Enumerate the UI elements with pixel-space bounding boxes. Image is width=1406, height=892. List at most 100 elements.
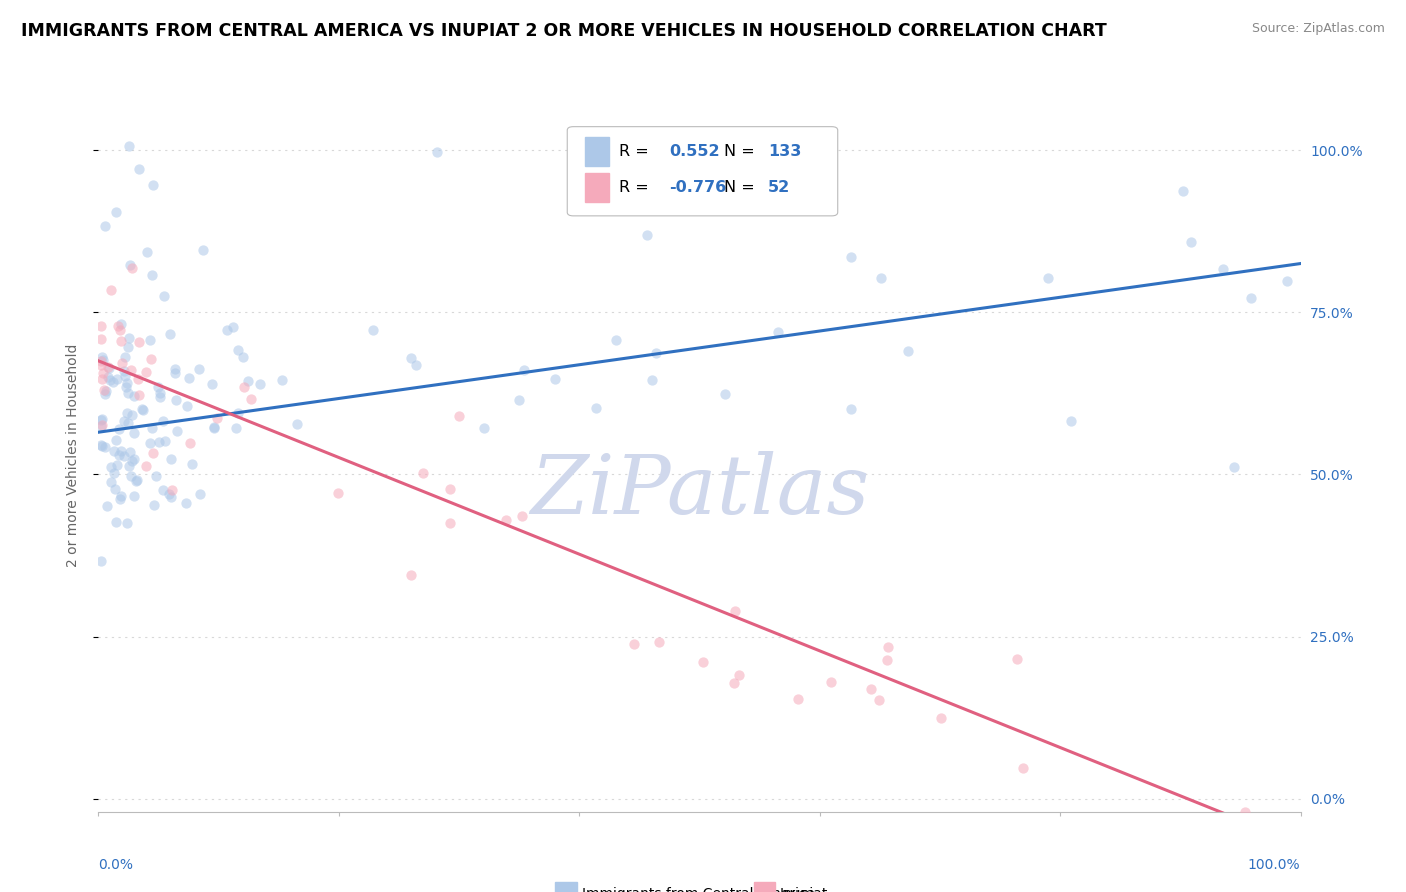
Point [121, 409, 143, 423]
Point [117, 376, 139, 390]
Point [90, 354, 112, 368]
Bar [754, 882, 775, 892]
Point [205, 411, 228, 425]
Point [135, 365, 157, 379]
Point [174, 496, 197, 510]
Point [412, 467, 434, 481]
Point [897, 343, 920, 358]
Point [1180, 235, 1202, 250]
Point [120, 363, 142, 377]
Point [605, 333, 627, 347]
Point [495, 513, 517, 527]
Point [1223, 460, 1246, 475]
Point [135, 244, 157, 259]
Point [90, 419, 112, 434]
Point [131, 402, 153, 417]
Point [728, 667, 751, 681]
Point [118, 458, 141, 473]
Point [326, 486, 349, 500]
Point [713, 387, 735, 401]
Point [135, 459, 157, 474]
Bar [585, 137, 609, 166]
Point [160, 451, 183, 466]
Point [105, 371, 128, 385]
Point [166, 424, 188, 438]
Point [820, 674, 842, 689]
Point [236, 374, 259, 388]
Point [139, 333, 162, 347]
Point [159, 326, 181, 341]
Point [100, 460, 122, 475]
Point [117, 385, 139, 400]
Point [118, 445, 141, 459]
Point [105, 458, 128, 472]
Point [98, 361, 121, 376]
Point [125, 473, 148, 487]
Point [93, 366, 115, 380]
Point [90, 372, 112, 386]
Point [723, 676, 745, 690]
Point [128, 334, 150, 349]
Point [94, 219, 117, 234]
Point [201, 377, 224, 392]
Point [139, 352, 162, 367]
Text: Immigrants from Central America: Immigrants from Central America [582, 887, 815, 892]
Point [249, 376, 271, 391]
Text: R =: R = [619, 180, 654, 194]
Point [153, 434, 176, 448]
Point [124, 474, 146, 488]
Point [225, 420, 247, 434]
Point [111, 356, 134, 370]
Point [786, 692, 808, 706]
Point [90, 358, 112, 372]
Point [107, 318, 129, 333]
Point [859, 682, 882, 697]
Point [131, 401, 153, 416]
Text: 0.0%: 0.0% [98, 858, 134, 872]
Point [160, 491, 183, 505]
Text: IMMIGRANTS FROM CENTRAL AMERICA VS INUPIAT 2 OR MORE VEHICLES IN HOUSEHOLD CORRE: IMMIGRANTS FROM CENTRAL AMERICA VS INUPI… [21, 22, 1107, 40]
Point [112, 364, 135, 378]
Point [1011, 761, 1033, 775]
Point [1059, 414, 1081, 428]
Point [179, 370, 201, 384]
Point [447, 409, 470, 424]
Point [128, 162, 150, 177]
Point [163, 362, 186, 376]
Point [148, 434, 170, 449]
Point [180, 457, 202, 471]
Point [103, 376, 125, 390]
Point [285, 417, 308, 431]
Point [1171, 184, 1194, 198]
Point [120, 469, 142, 483]
Point [120, 258, 142, 272]
Bar [555, 882, 576, 892]
Point [179, 436, 201, 450]
Point [1275, 275, 1298, 289]
Point [405, 358, 427, 372]
Point [157, 487, 180, 501]
Point [90, 332, 112, 346]
Point [271, 373, 294, 387]
Point [94, 440, 117, 454]
Point [97, 370, 120, 384]
Point [114, 351, 136, 365]
Point [91, 353, 114, 368]
Point [100, 283, 122, 297]
Point [90, 554, 112, 568]
Point [152, 483, 174, 497]
Text: -0.776: -0.776 [669, 180, 727, 194]
Point [103, 466, 125, 480]
Point [110, 491, 132, 506]
Point [112, 449, 135, 463]
Point [839, 402, 862, 417]
Point [645, 346, 668, 360]
Point [439, 482, 461, 496]
Point [90, 418, 112, 433]
Point [399, 567, 422, 582]
Point [121, 454, 143, 468]
Point [202, 420, 225, 434]
Point [160, 483, 183, 497]
Point [152, 414, 174, 428]
Point [104, 433, 127, 447]
